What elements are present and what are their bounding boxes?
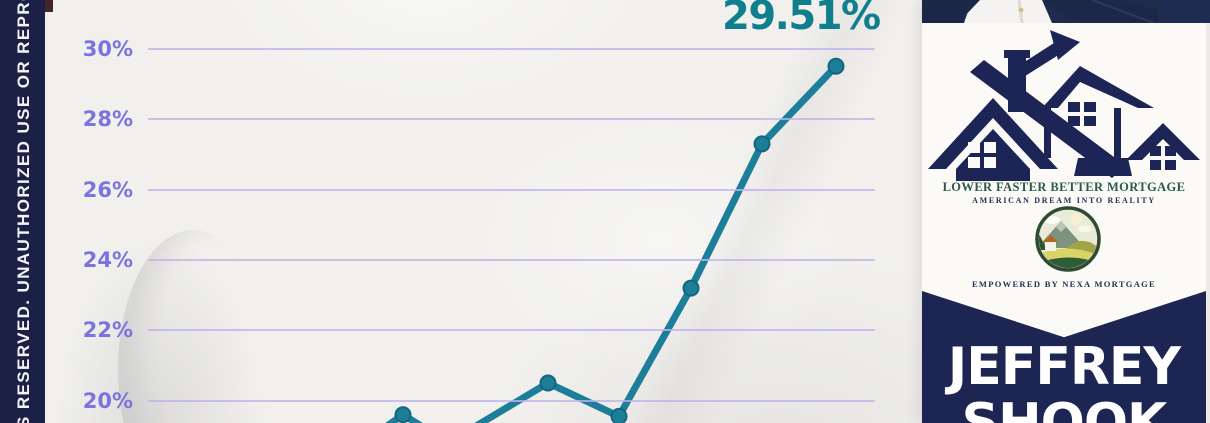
peak-value-label: 29.51% [722,0,881,39]
data-point-marker [753,135,771,153]
branding-panel: LOWER FASTER BETTER MORTGAGE AMERICAN DR… [922,0,1210,423]
agent-name-block: JEFFREY SHOOK [922,291,1206,423]
agent-first-name: JEFFREY [947,337,1181,397]
cottage-roof [1043,235,1058,242]
trend-line-svg [385,57,845,423]
gridline [148,188,875,191]
data-point-marker [827,57,845,75]
agent-last-name: SHOOK [961,393,1168,423]
data-point-marker [682,279,700,297]
brand-title: LOWER FASTER BETTER MORTGAGE [942,180,1186,194]
shirt [964,0,1052,23]
sun [1070,213,1082,225]
brand-tagline: AMERICAN DREAM INTO REALITY [972,196,1156,205]
gridline [148,48,875,50]
y-axis-tick-label: 30% [82,37,133,61]
y-axis-tick-label: 20% [82,388,133,413]
y-axis-tick-label: 28% [82,107,133,132]
gridline [148,118,875,121]
window-left [968,142,996,168]
data-point-marker [539,374,557,392]
copyright-watermark-text: S RESERVED. UNAUTHORIZED USE OR REPRO [14,0,33,423]
landscape-emblem-icon [1035,206,1101,272]
gridline [148,258,875,261]
trees [1039,234,1047,250]
empowered-by-text: EMPOWERED BY NEXA MORTGAGE [971,279,1157,289]
y-axis-tick-label: 26% [82,177,133,202]
copyright-bar: S RESERVED. UNAUTHORIZED USE OR REPRO [0,0,45,423]
data-point-marker [394,406,412,423]
corner-speck [45,0,53,12]
house-logo-icon [928,30,1200,181]
y-axis-tick-label: 24% [82,247,133,272]
y-axis-tick-label: 22% [82,318,133,343]
suit-lapel-left [922,0,980,23]
gridline [148,399,875,402]
window-right [1150,146,1176,170]
window-center [1068,102,1096,126]
page-edge-strip [1206,23,1210,423]
shirt-button [1018,7,1024,13]
agent-photo [922,0,1210,23]
data-point-marker [610,407,628,423]
gridline [148,329,875,332]
